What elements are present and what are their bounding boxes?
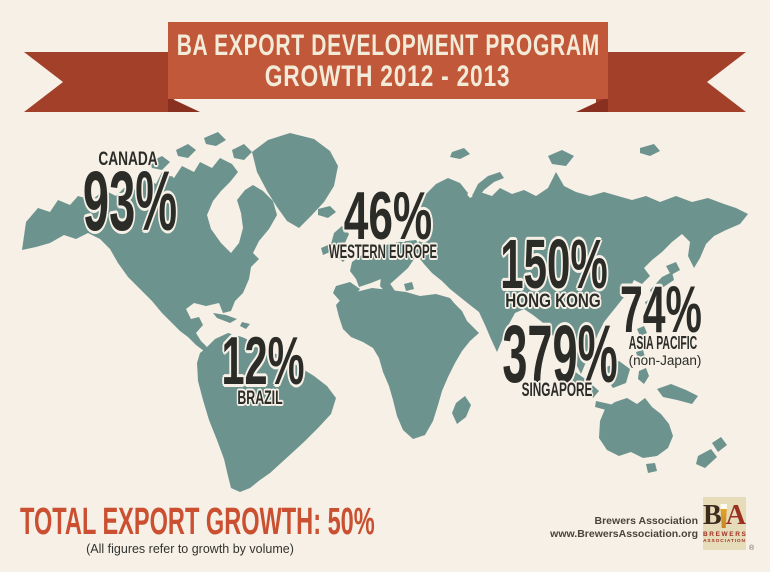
map-arctic-island bbox=[176, 144, 196, 158]
brazil-label: BRAZIL bbox=[237, 388, 283, 409]
map-sumatra bbox=[570, 371, 599, 398]
registered-trademark-symbol: ® bbox=[749, 545, 755, 552]
map-philippines bbox=[643, 339, 652, 348]
logo-association-text: ASSOCIATION bbox=[703, 539, 746, 544]
map-arctic-island bbox=[150, 156, 170, 170]
asia-pacific-value: 74% bbox=[620, 272, 702, 346]
hong-kong-value: 150% bbox=[500, 225, 608, 303]
map-arabia bbox=[424, 296, 468, 341]
map-arctic-island bbox=[450, 148, 470, 159]
map-novaya-zemlya bbox=[472, 172, 504, 198]
title-line-2: GROWTH 2012 - 2013 bbox=[265, 59, 511, 93]
map-greenland bbox=[252, 133, 338, 228]
map-europe bbox=[350, 240, 420, 287]
map-cuba bbox=[213, 313, 237, 323]
map-arctic-island bbox=[204, 132, 226, 146]
map-borneo bbox=[605, 361, 630, 388]
brewers-association-logo: B A BREWERS ASSOCIATION bbox=[703, 497, 746, 550]
map-north-america bbox=[22, 158, 277, 351]
map-kyushu bbox=[645, 298, 655, 308]
org-url: www.BrewersAssociation.org bbox=[550, 528, 698, 540]
map-iceland bbox=[318, 206, 336, 218]
map-hispaniola bbox=[240, 322, 250, 329]
map-arctic-island bbox=[232, 144, 252, 160]
map-new-zealand-north bbox=[712, 437, 727, 452]
hong-kong-label: HONG KONG bbox=[505, 291, 601, 312]
map-sulawesi bbox=[638, 368, 649, 384]
brazil-value: 12% bbox=[221, 323, 305, 399]
singapore-label: SINGAPORE bbox=[521, 380, 593, 401]
map-new-siberian-islands bbox=[640, 144, 660, 156]
map-new-zealand-south bbox=[696, 449, 717, 468]
footnote-text: (All figures refer to growth by volume) bbox=[86, 542, 294, 556]
map-hokkaido bbox=[666, 262, 680, 275]
western-europe-label: WESTERN EUROPE bbox=[328, 242, 438, 263]
logo-letter-b: B bbox=[703, 500, 722, 531]
org-credit: Brewers Association www.BrewersAssociati… bbox=[550, 515, 698, 541]
map-britain bbox=[331, 226, 350, 262]
map-honshu bbox=[650, 272, 674, 298]
canada-label: CANADA bbox=[98, 149, 158, 170]
logo-brewers-text: BREWERS bbox=[703, 531, 748, 538]
total-growth-text: TOTAL EXPORT GROWTH: 50% bbox=[20, 501, 375, 543]
map-greece bbox=[404, 282, 414, 291]
canada-value: 93% bbox=[82, 154, 178, 248]
map-south-america bbox=[197, 333, 336, 492]
map-tasmania bbox=[646, 463, 657, 473]
map-madagascar bbox=[452, 396, 471, 424]
title-banner: BA EXPORT DEVELOPMENT PROGRAM GROWTH 201… bbox=[168, 22, 608, 99]
singapore-value: 379% bbox=[502, 309, 618, 400]
logo-ba-monogram: B A bbox=[703, 499, 746, 531]
title-line-1: BA EXPORT DEVELOPMENT PROGRAM bbox=[176, 28, 600, 62]
western-europe-value: 46% bbox=[343, 178, 433, 254]
map-arctic-island bbox=[158, 176, 178, 190]
asia-pacific-sublabel: (non-Japan) bbox=[628, 353, 702, 368]
beer-glass-icon bbox=[720, 504, 728, 528]
map-new-guinea bbox=[657, 384, 698, 404]
map-philippines bbox=[636, 350, 645, 359]
logo-letter-a: A bbox=[725, 500, 746, 531]
map-philippines bbox=[637, 326, 647, 336]
map-australia bbox=[599, 398, 673, 458]
map-asia bbox=[414, 172, 748, 374]
org-name: Brewers Association bbox=[594, 515, 698, 527]
asia-pacific-label: ASIA PACIFIC bbox=[628, 333, 698, 353]
map-severnaya-zemlya bbox=[548, 150, 574, 166]
map-ireland bbox=[321, 245, 330, 255]
